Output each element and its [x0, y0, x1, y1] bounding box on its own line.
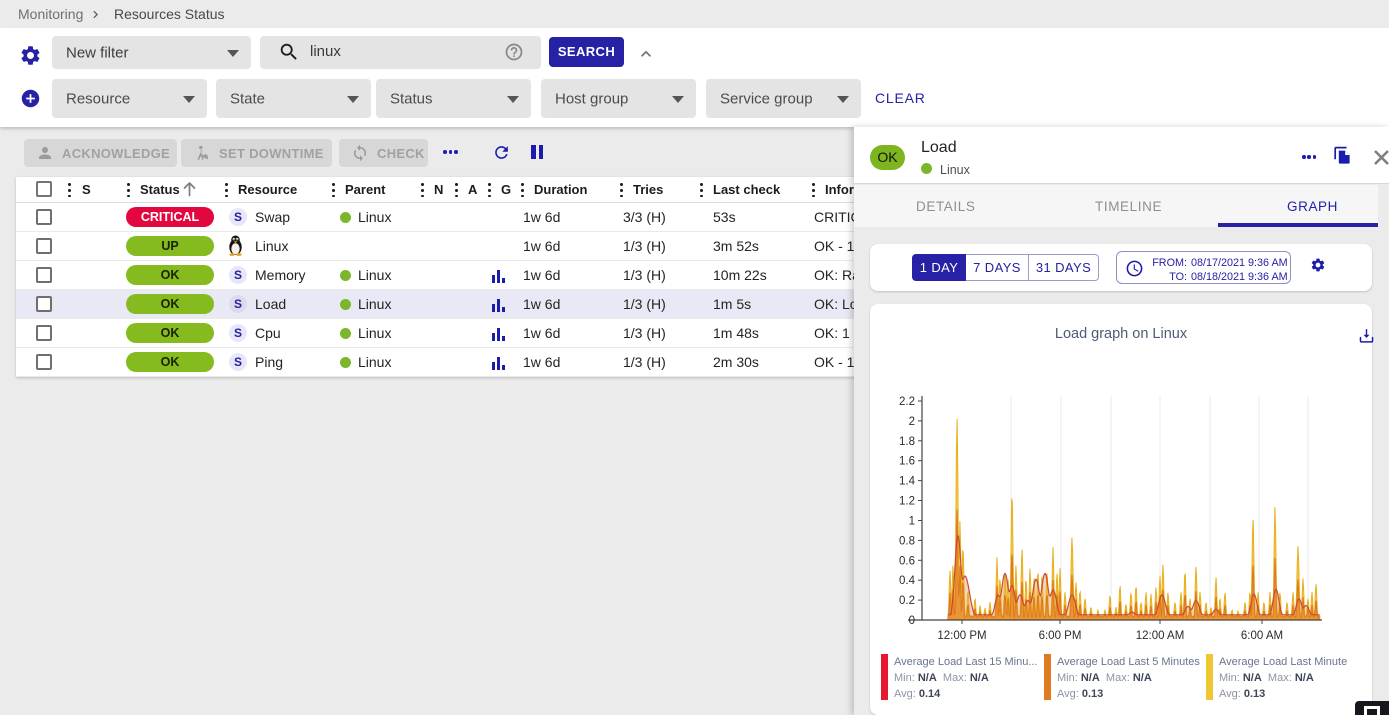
svg-text:1.8: 1.8 — [899, 436, 915, 448]
svg-text:Average Load Last Minute: Average Load Last Minute — [1219, 656, 1347, 668]
svg-text:1.2: 1.2 — [899, 496, 915, 508]
svg-text:0.2: 0.2 — [899, 595, 915, 607]
svg-text:6:00 AM: 6:00 AM — [1241, 630, 1283, 642]
svg-text:0.6: 0.6 — [899, 555, 915, 567]
svg-text:6:00 PM: 6:00 PM — [1039, 630, 1082, 642]
svg-text:0.8: 0.8 — [899, 535, 915, 547]
svg-text:Min: N/A Max: N/A: Min: N/A Max: N/A — [894, 672, 989, 684]
svg-text:12:00 PM: 12:00 PM — [937, 630, 986, 642]
svg-text:Min: N/A Max: N/A: Min: N/A Max: N/A — [1057, 672, 1152, 684]
svg-text:1.6: 1.6 — [899, 456, 915, 468]
svg-text:1: 1 — [909, 516, 915, 528]
svg-text:Min: N/A Max: N/A: Min: N/A Max: N/A — [1219, 672, 1314, 684]
svg-text:12:00 AM: 12:00 AM — [1136, 630, 1185, 642]
svg-text:0.4: 0.4 — [899, 575, 916, 587]
svg-text:Avg: 0.13: Avg: 0.13 — [1057, 688, 1103, 700]
svg-text:Average Load Last 15 Minu...: Average Load Last 15 Minu... — [894, 656, 1038, 668]
svg-text:Avg: 0.13: Avg: 0.13 — [1219, 688, 1265, 700]
svg-text:Average Load Last 5 Minutes: Average Load Last 5 Minutes — [1057, 656, 1200, 668]
svg-text:2: 2 — [909, 416, 915, 428]
svg-text:2.2: 2.2 — [899, 396, 915, 408]
svg-text:0: 0 — [909, 615, 915, 627]
svg-text:1.4: 1.4 — [899, 476, 916, 488]
svg-text:Avg: 0.14: Avg: 0.14 — [894, 688, 941, 700]
